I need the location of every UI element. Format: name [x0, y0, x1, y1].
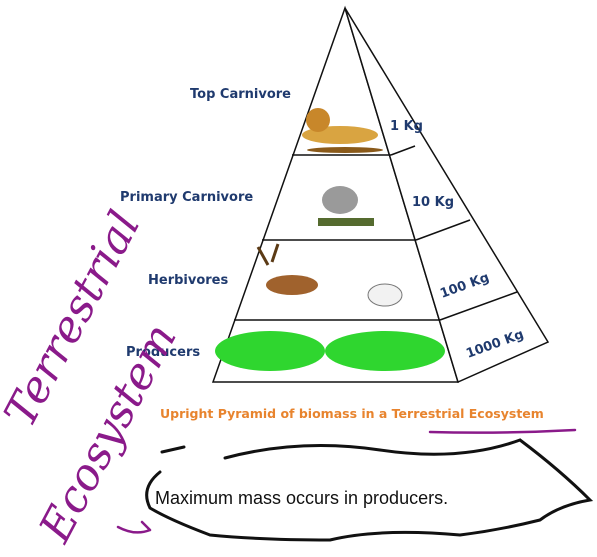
- level-mass: 1 Kg: [390, 119, 423, 134]
- diagram: Top Carnivore 1 Kg Primary Carnivore 10 …: [0, 0, 597, 557]
- pyramid: [213, 8, 548, 382]
- note: Maximum mass occurs in producers.: [155, 488, 448, 508]
- level-label: Herbivores: [148, 273, 229, 288]
- caption: Upright Pyramid of biomass in a Terrestr…: [160, 406, 544, 421]
- level-label: Primary Carnivore: [120, 190, 253, 205]
- level-label: Top Carnivore: [190, 87, 291, 102]
- ink: [118, 430, 590, 540]
- level-mass: 10 Kg: [412, 195, 454, 210]
